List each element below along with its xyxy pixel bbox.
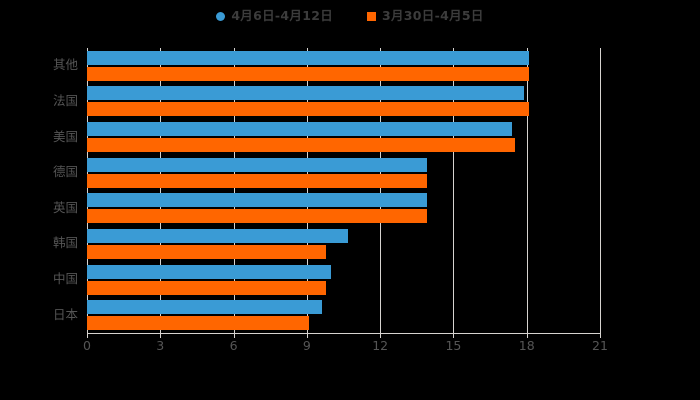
gridline [600,48,601,333]
category-label: 日本 [52,306,78,322]
bar[interactable] [87,138,515,153]
bar-group [87,300,600,331]
bar-group [87,157,600,188]
chart-legend: 4月6日-4月12日 3月30日-4月5日 [0,8,700,23]
gridline [233,48,235,333]
bar-group [87,122,600,153]
x-axis-tick-label: 21 [592,338,608,353]
x-axis-tick-label: 3 [156,338,165,353]
x-axis-tick [600,333,601,338]
bar-group [87,193,600,224]
x-axis-tick-label: 18 [518,338,535,353]
x-axis-tick [233,333,235,338]
category-label: 美国 [52,128,78,144]
category-label: 韩国 [52,235,78,251]
category-label: 其他 [52,57,78,73]
gridline [380,48,382,333]
plot-area [87,48,601,333]
x-axis-tick [87,333,88,338]
legend-entry[interactable]: 3月30日-4月5日 [367,8,484,23]
legend-label: 3月30日-4月5日 [382,8,484,23]
bar-group [87,228,600,259]
gridline [87,48,88,333]
category-label: 法国 [52,92,78,108]
bar-group [87,86,600,117]
x-axis-tick [306,333,308,338]
gridline [160,48,162,333]
x-axis-tick-label: 15 [445,338,462,353]
bar[interactable] [87,228,349,243]
category-axis: 其他法国美国德国英国韩国中国日本 [0,48,78,333]
gridline [453,48,455,333]
legend-marker-circle-icon [216,11,226,21]
legend-label: 4月6日-4月12日 [231,8,333,23]
x-axis-tick [160,333,162,338]
x-axis-tick-label: 9 [302,338,311,353]
legend-entry[interactable]: 4月6日-4月12日 [216,8,333,23]
bar-group [87,264,600,295]
bar[interactable] [87,50,530,65]
bar[interactable] [87,102,530,117]
x-axis-tick-label: 12 [372,338,389,353]
category-label: 中国 [52,271,78,287]
bar[interactable] [87,209,427,224]
gridline [306,48,308,333]
bar[interactable] [87,264,332,279]
bar[interactable] [87,173,427,188]
gridline [526,48,528,333]
x-axis-tick [526,333,528,338]
bar[interactable] [87,280,327,295]
bar[interactable] [87,122,513,137]
x-axis-tick [380,333,382,338]
x-axis-line [87,333,601,334]
bar[interactable] [87,316,310,331]
bar[interactable] [87,244,327,259]
x-axis-tick-label: 0 [83,338,91,353]
category-label: 英国 [52,199,78,215]
bar[interactable] [87,66,530,81]
legend-marker-square-icon [367,11,376,21]
x-axis-tick-label: 6 [229,338,238,353]
bar[interactable] [87,193,427,208]
category-label: 德国 [52,164,78,180]
x-axis-tick [453,333,455,338]
bar-group [87,50,600,81]
bar[interactable] [87,86,525,101]
bar[interactable] [87,157,427,172]
bar[interactable] [87,300,322,315]
